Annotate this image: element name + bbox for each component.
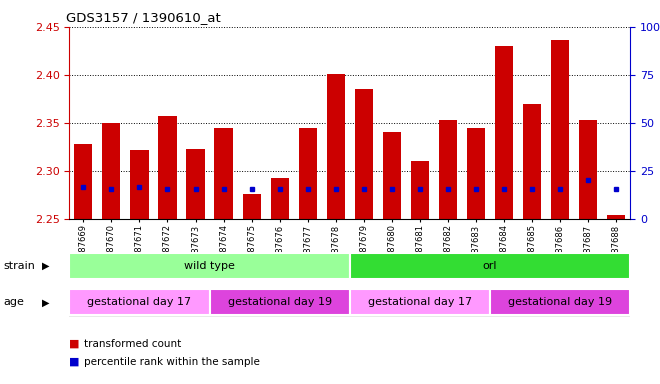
Bar bbox=[579, 120, 597, 219]
Text: gestational day 17: gestational day 17 bbox=[87, 297, 191, 308]
Text: transformed count: transformed count bbox=[84, 339, 181, 349]
Text: ▶: ▶ bbox=[42, 297, 49, 308]
Bar bbox=[350, 253, 630, 279]
Bar bbox=[158, 116, 177, 219]
Bar bbox=[271, 178, 289, 219]
Bar bbox=[298, 127, 317, 219]
Text: gestational day 17: gestational day 17 bbox=[368, 297, 472, 308]
Bar bbox=[214, 127, 233, 219]
Text: percentile rank within the sample: percentile rank within the sample bbox=[84, 357, 259, 367]
Bar bbox=[210, 290, 350, 315]
Bar bbox=[551, 40, 570, 219]
Text: age: age bbox=[3, 297, 24, 308]
Text: strain: strain bbox=[3, 261, 35, 271]
Text: ■: ■ bbox=[69, 339, 80, 349]
Bar bbox=[354, 89, 373, 219]
Bar bbox=[69, 253, 350, 279]
Text: gestational day 19: gestational day 19 bbox=[228, 297, 332, 308]
Bar bbox=[74, 144, 92, 219]
Text: gestational day 19: gestational day 19 bbox=[508, 297, 612, 308]
Bar bbox=[467, 127, 485, 219]
Bar bbox=[411, 161, 429, 219]
Text: ■: ■ bbox=[69, 357, 80, 367]
Text: GDS3157 / 1390610_at: GDS3157 / 1390610_at bbox=[66, 12, 220, 25]
Bar bbox=[186, 149, 205, 219]
Bar bbox=[439, 120, 457, 219]
Text: wild type: wild type bbox=[184, 261, 235, 271]
Text: orl: orl bbox=[483, 261, 497, 271]
Bar bbox=[350, 290, 490, 315]
Text: ▶: ▶ bbox=[42, 261, 49, 271]
Bar bbox=[495, 46, 513, 219]
Bar bbox=[130, 150, 148, 219]
Bar bbox=[102, 123, 121, 219]
Bar bbox=[607, 215, 626, 219]
Bar bbox=[242, 194, 261, 219]
Bar bbox=[69, 290, 210, 315]
Bar bbox=[383, 132, 401, 219]
Bar bbox=[327, 74, 345, 219]
Bar bbox=[523, 104, 541, 219]
Bar bbox=[490, 290, 630, 315]
